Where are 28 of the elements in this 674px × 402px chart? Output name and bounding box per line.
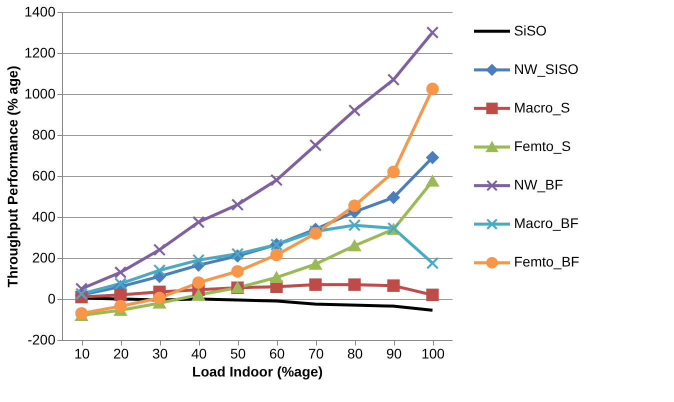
legend-label: NW_SISO: [514, 60, 579, 77]
x-tick-label: 70: [308, 346, 324, 362]
y-tick-label: 1400: [24, 4, 56, 20]
x-tick-label: 10: [74, 346, 90, 362]
y-tick-label: 600: [32, 168, 56, 184]
legend-label: Macro_BF: [514, 215, 579, 232]
y-tick-label: 1200: [24, 44, 56, 60]
legend-label: SiSO: [514, 22, 547, 38]
legend-label: NW_BF: [514, 176, 563, 193]
x-tick-label: 100: [421, 346, 445, 362]
y-tick-label: 800: [32, 126, 56, 142]
y-axis-title: Throughput Performance (% age): [4, 66, 20, 288]
x-tick-label: 30: [152, 346, 168, 362]
y-tick-label: 0: [48, 290, 56, 306]
legend-label: Femto_S: [514, 138, 571, 154]
x-tick-label: 20: [113, 346, 129, 362]
y-tick-label: 400: [32, 208, 56, 224]
x-axis-title: Load Indoor (%age): [192, 364, 323, 380]
x-tick-label: 60: [269, 346, 285, 362]
x-tick-label: 50: [230, 346, 246, 362]
legend-label: Femto_BF: [514, 254, 580, 270]
x-tick-label: 40: [191, 346, 207, 362]
y-tick-label: 1000: [24, 86, 56, 102]
y-tick-label: 200: [32, 250, 56, 266]
x-tick-label: 90: [386, 346, 402, 362]
legend-label: Macro_S: [514, 99, 570, 116]
x-tick-label: 80: [347, 346, 363, 362]
y-tick-label: -200: [27, 332, 56, 348]
